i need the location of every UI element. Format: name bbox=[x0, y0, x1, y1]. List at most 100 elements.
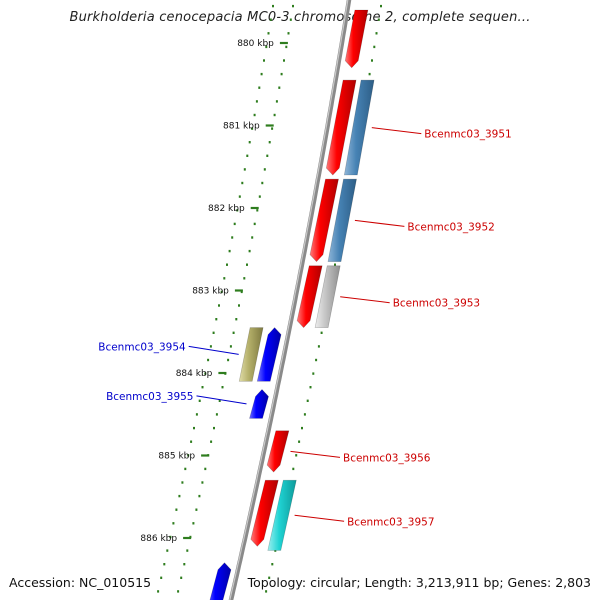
gene-feature[interactable] bbox=[296, 265, 323, 329]
guide-dot bbox=[166, 549, 169, 552]
gene-label-leader bbox=[196, 395, 247, 405]
guide-dot bbox=[283, 59, 285, 62]
gene-feature[interactable] bbox=[207, 562, 232, 600]
gene-feature[interactable] bbox=[256, 327, 282, 382]
gene-label[interactable]: Bcenmc03_3955 bbox=[106, 391, 193, 403]
gene-label[interactable]: Bcenmc03_3953 bbox=[393, 298, 480, 310]
guide-dot bbox=[178, 494, 181, 498]
guide-dot bbox=[220, 290, 223, 294]
guide-dot bbox=[232, 331, 235, 334]
guide-dot bbox=[243, 168, 246, 171]
guide-dot bbox=[157, 590, 160, 593]
guide-dot bbox=[269, 18, 272, 21]
guide-dot bbox=[186, 549, 189, 552]
gene-bcenmc03_3953[interactable] bbox=[314, 265, 341, 328]
map-title: Burkholderia cenocepacia MC0-3 chromosom… bbox=[69, 10, 531, 25]
guide-dot bbox=[204, 467, 207, 471]
guide-dot bbox=[187, 454, 190, 457]
guide-dot bbox=[266, 154, 269, 157]
scale-tick-label: 881 kbp bbox=[223, 122, 260, 132]
guide-dot bbox=[195, 413, 198, 416]
guide-dot bbox=[273, 113, 276, 117]
guide-dot bbox=[201, 481, 204, 484]
gene-label[interactable]: Bcenmc03_3954 bbox=[98, 341, 186, 353]
scale-tick-label: 885 kbp bbox=[158, 452, 195, 462]
guide-dot bbox=[289, 18, 292, 21]
guide-dot bbox=[317, 345, 320, 348]
gene-feature[interactable] bbox=[344, 9, 369, 69]
gene-label-leader bbox=[294, 514, 345, 522]
guide-dot bbox=[377, 18, 380, 21]
guide-dot bbox=[248, 249, 251, 253]
guide-dot bbox=[163, 563, 166, 566]
backbone bbox=[228, 0, 352, 600]
gene-bcenmc03_3957[interactable] bbox=[267, 479, 297, 551]
guide-dot bbox=[246, 263, 248, 266]
guide-dot bbox=[248, 141, 251, 144]
guide-dot bbox=[368, 72, 371, 76]
guide-dot bbox=[371, 59, 373, 62]
guide-dot bbox=[298, 440, 301, 443]
guide-dot bbox=[253, 113, 256, 117]
guide-dot bbox=[223, 277, 226, 280]
gene-feature[interactable] bbox=[325, 79, 357, 176]
gene-bcenmc03_3955[interactable] bbox=[249, 389, 269, 419]
guide-dot bbox=[215, 318, 218, 321]
guide-dot bbox=[195, 508, 198, 511]
guide-dot bbox=[226, 263, 228, 266]
gene-bcenmc03_3956[interactable] bbox=[266, 430, 290, 473]
guide-dot bbox=[184, 467, 187, 471]
guide-dot bbox=[275, 100, 278, 103]
scale-ticks: 880 kbp 881 kbp 882 kbp 883 kbp 884 kbp 885 k… bbox=[140, 39, 288, 544]
backbone-line bbox=[228, 0, 352, 600]
guide-dot bbox=[227, 358, 230, 362]
guide-dot bbox=[253, 222, 256, 226]
guide-dot bbox=[228, 249, 231, 253]
guide-dot bbox=[231, 236, 234, 239]
guide-dot bbox=[315, 358, 318, 362]
guide-dot bbox=[190, 440, 193, 443]
guide-dot bbox=[229, 345, 232, 348]
scale-tick-label: 883 kbp bbox=[192, 287, 229, 297]
gene-bcenmc03_3952[interactable] bbox=[327, 178, 357, 262]
gene-label[interactable]: Bcenmc03_3951 bbox=[424, 129, 511, 141]
gene-label[interactable]: Bcenmc03_3957 bbox=[347, 516, 434, 528]
guide-dot bbox=[258, 195, 261, 198]
guide-dot bbox=[263, 168, 266, 171]
gene-label[interactable]: Bcenmc03_3952 bbox=[407, 221, 494, 233]
guide-dot bbox=[268, 576, 271, 579]
guide-dot bbox=[201, 386, 204, 389]
guide-dot bbox=[306, 399, 309, 402]
guide-dot bbox=[292, 4, 294, 8]
guide-dot bbox=[295, 454, 298, 457]
guide-dot bbox=[280, 72, 283, 76]
guide-dot bbox=[241, 181, 244, 185]
guide-dot bbox=[243, 277, 246, 280]
guide-dot bbox=[265, 590, 268, 593]
guide-dot bbox=[209, 345, 212, 348]
scale-tick-label: 884 kbp bbox=[176, 369, 213, 379]
gene-feature[interactable] bbox=[250, 479, 279, 547]
guide-dot bbox=[285, 45, 288, 49]
guide-dot bbox=[375, 32, 378, 35]
scale-tick-label: 886 kbp bbox=[140, 534, 177, 544]
guide-dot bbox=[292, 467, 295, 471]
gene-bcenmc03_3951[interactable] bbox=[343, 79, 375, 176]
guide-dot bbox=[236, 209, 239, 212]
gene-bcenmc03_3954[interactable] bbox=[238, 327, 264, 382]
guide-dot bbox=[207, 358, 210, 362]
guide-dot bbox=[271, 563, 274, 566]
gene-features[interactable] bbox=[207, 9, 375, 600]
guide-dot bbox=[213, 426, 215, 430]
guide-dot bbox=[181, 481, 184, 484]
gene-feature[interactable] bbox=[309, 178, 339, 263]
summary-text: Topology: circular; Length: 3,213,911 bp… bbox=[247, 575, 591, 590]
guide-dot bbox=[246, 154, 249, 157]
gene-label[interactable]: Bcenmc03_3956 bbox=[343, 452, 431, 464]
guide-dot bbox=[263, 59, 265, 62]
guide-dot bbox=[160, 576, 163, 579]
guide-dot bbox=[274, 549, 277, 552]
guide-dot bbox=[380, 4, 382, 8]
